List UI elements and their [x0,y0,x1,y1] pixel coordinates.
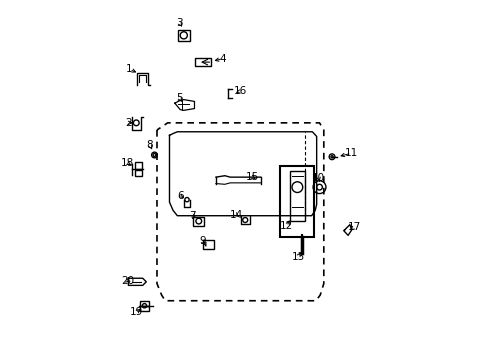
Text: 8: 8 [146,140,153,150]
Text: 15: 15 [245,172,259,182]
Text: 7: 7 [189,211,196,221]
Text: 12: 12 [280,221,293,231]
Bar [280,166,313,237]
Bar [203,240,214,249]
Text: 11: 11 [345,148,358,158]
Text: 10: 10 [312,173,325,183]
Text: 6: 6 [177,191,184,201]
Bar [135,170,142,176]
Text: 16: 16 [233,86,246,96]
Bar [140,306,149,311]
Text: 18: 18 [121,158,134,168]
Bar [193,217,203,226]
Text: 1: 1 [126,64,133,74]
Bar [140,301,149,306]
Text: 5: 5 [176,93,183,103]
Text: 13: 13 [291,252,304,262]
Text: 2: 2 [125,118,131,128]
Text: 14: 14 [229,210,243,220]
Bar [195,58,211,66]
Bar [290,171,304,221]
Text: 4: 4 [219,54,226,64]
Bar [135,162,142,169]
Text: 9: 9 [199,237,205,247]
Text: 3: 3 [176,18,183,28]
Text: 17: 17 [347,222,361,232]
Text: 20: 20 [121,276,134,286]
Text: 19: 19 [130,307,143,317]
Bar [177,30,190,41]
